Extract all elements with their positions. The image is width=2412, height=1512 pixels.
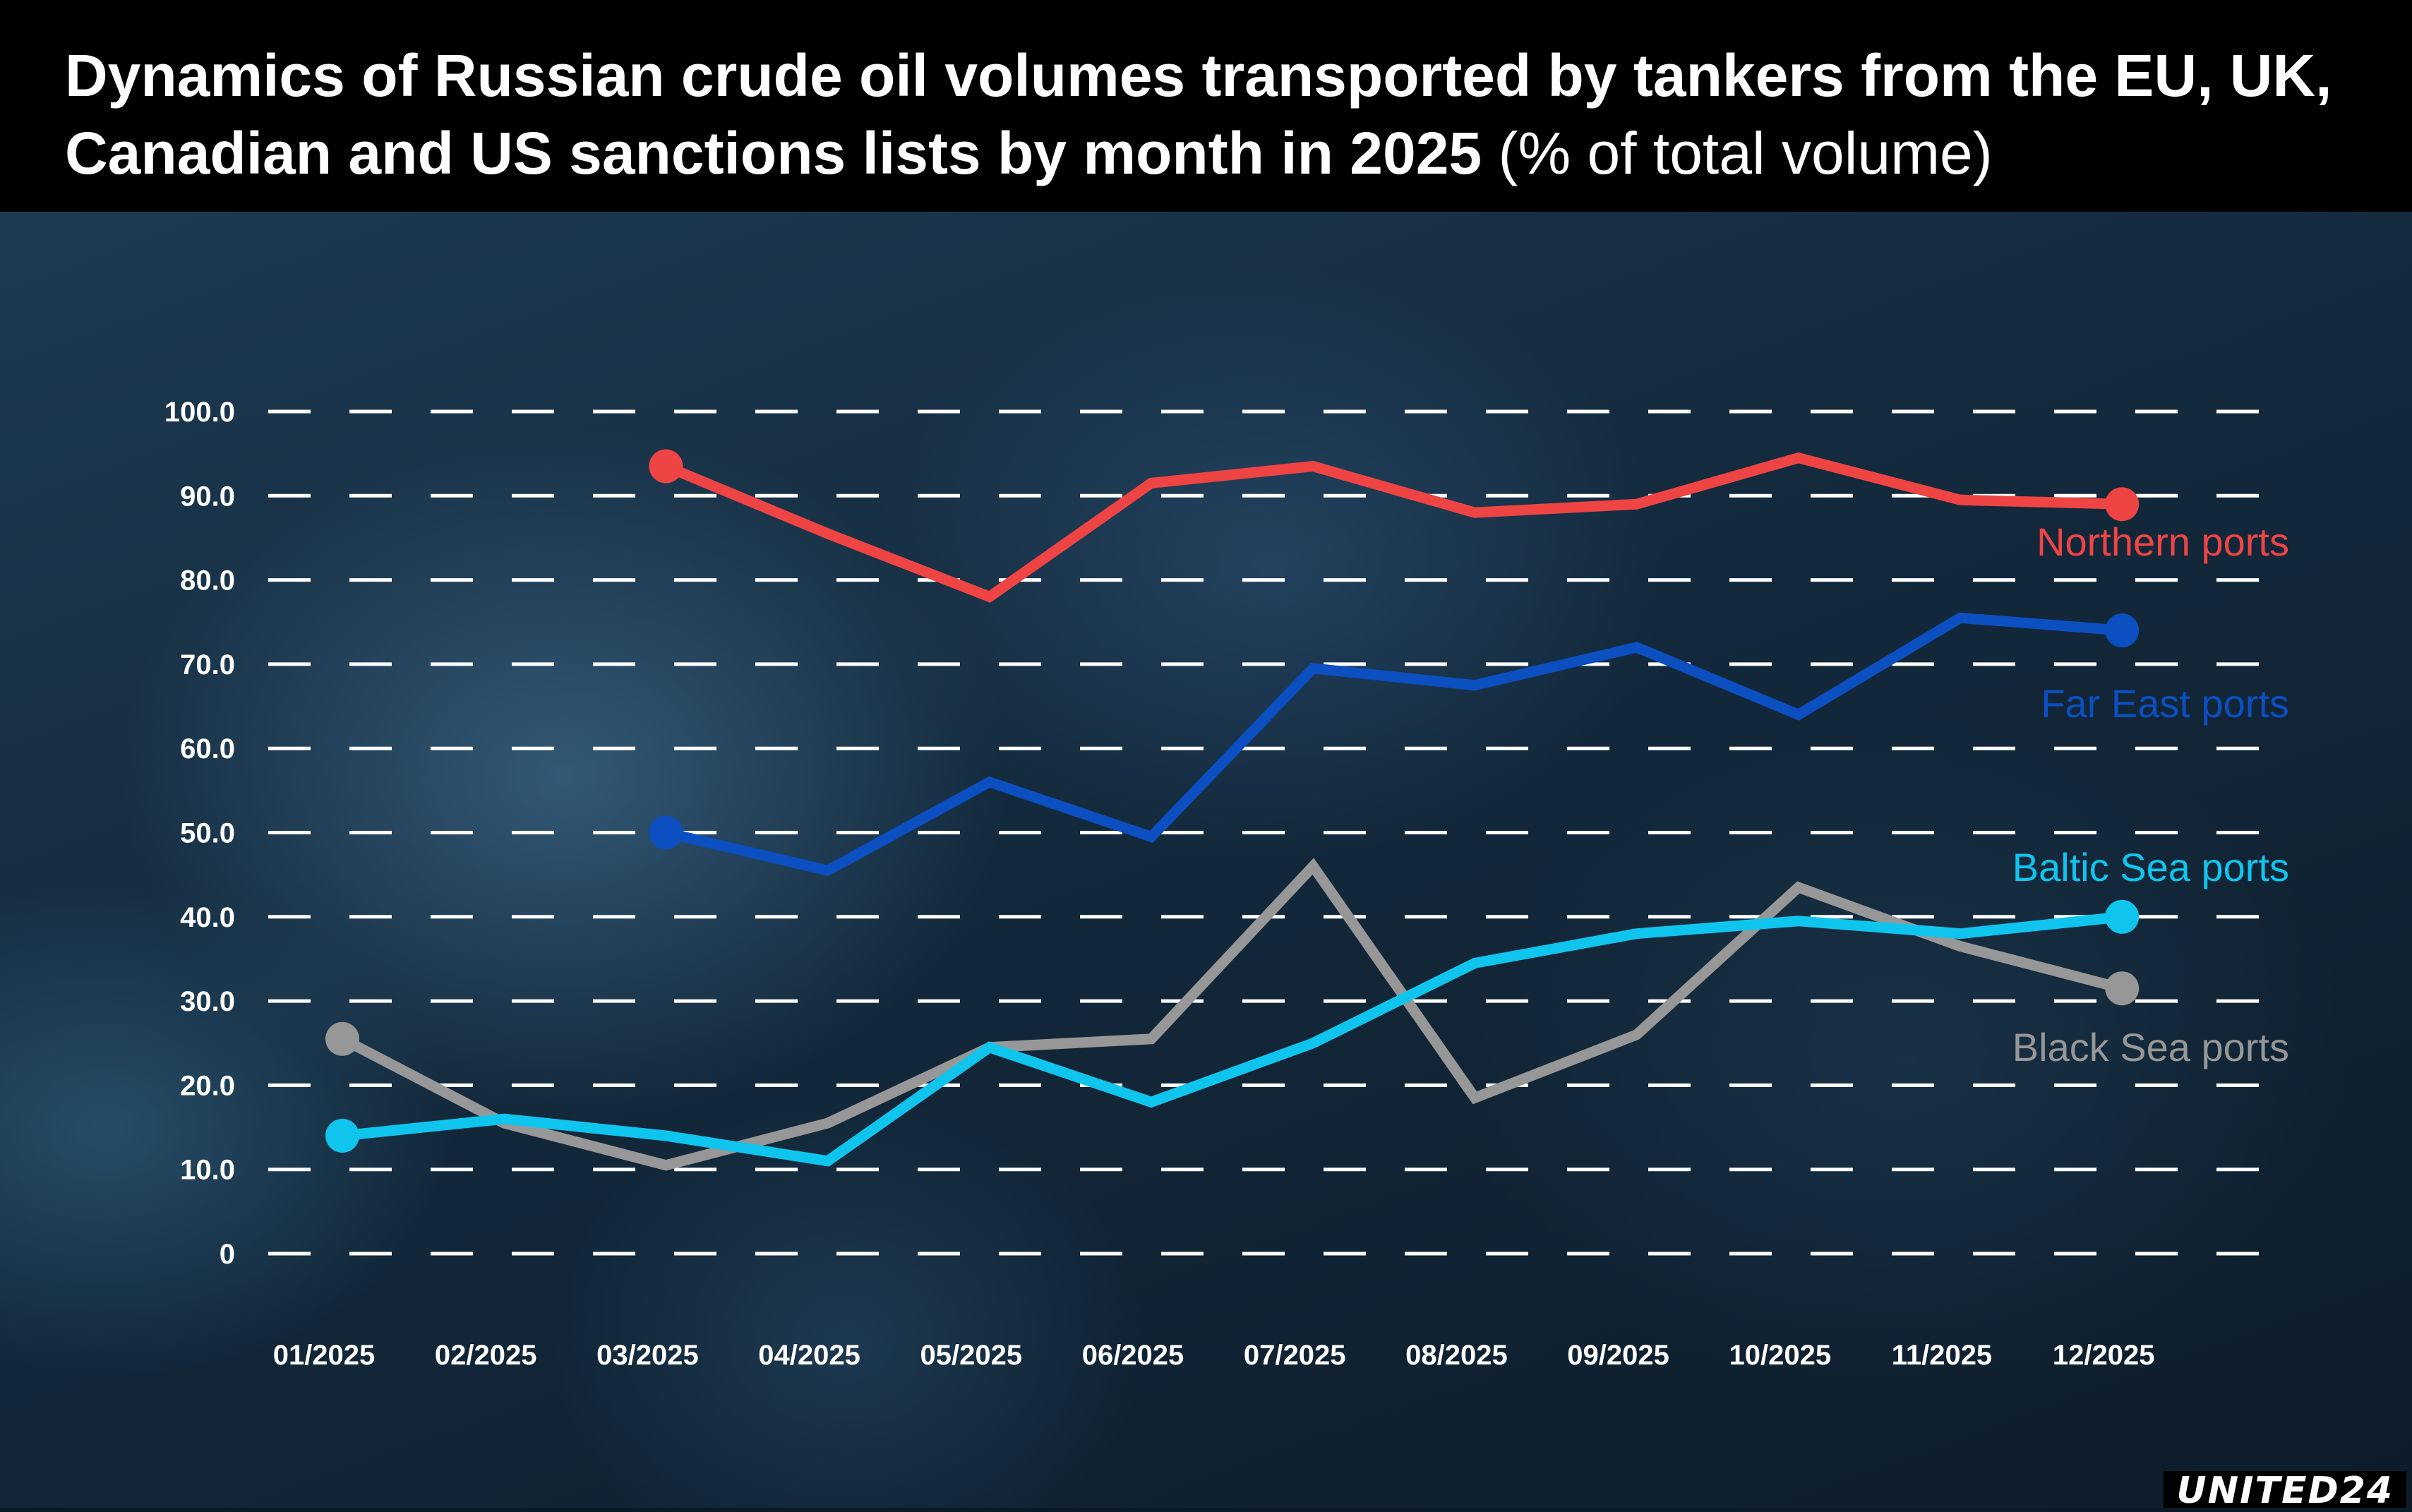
y-tick-label: 20.0 — [180, 1070, 235, 1101]
y-tick-label: 60.0 — [180, 733, 235, 764]
series-end-point — [2105, 487, 2140, 522]
x-tick-label: 12/2025 — [2053, 1340, 2155, 1371]
y-tick-label: 50.0 — [180, 818, 235, 849]
series-line — [664, 452, 2123, 603]
y-tick-label: 10.0 — [180, 1155, 235, 1186]
series-label: Baltic Sea ports — [2012, 845, 2289, 889]
series-start-point — [325, 1021, 359, 1056]
y-tick-label: 70.0 — [180, 649, 235, 680]
series-end-point — [2105, 971, 2140, 1006]
y-tick-label: 0 — [220, 1239, 235, 1270]
x-tick-label: 05/2025 — [920, 1340, 1023, 1371]
background — [0, 212, 2412, 1508]
x-tick-label: 02/2025 — [435, 1340, 537, 1371]
y-tick-label: 30.0 — [180, 986, 235, 1017]
chart-title: Dynamics of Russian crude oil volumes tr… — [65, 37, 2366, 192]
x-tick-label: 08/2025 — [1405, 1340, 1508, 1371]
x-tick-label: 10/2025 — [1729, 1340, 1832, 1371]
series-line — [664, 612, 2123, 877]
series-line — [342, 911, 2123, 1167]
series-start-point — [325, 1118, 359, 1153]
series-label: Northern ports — [2036, 520, 2289, 564]
x-tick-label: 04/2025 — [758, 1340, 860, 1371]
title-unit: (% of total volume) — [1498, 120, 1993, 186]
x-tick-label: 01/2025 — [273, 1340, 376, 1371]
x-tick-label: 03/2025 — [596, 1340, 699, 1371]
title-bar: Dynamics of Russian crude oil volumes tr… — [0, 0, 2412, 212]
title-main: Dynamics of Russian crude oil volumes tr… — [65, 42, 2332, 186]
united24-logo: UNITED24 — [2164, 1471, 2406, 1511]
series-label: Black Sea ports — [2012, 1025, 2289, 1069]
y-tick-label: 100.0 — [164, 397, 235, 428]
series-end-point — [2105, 613, 2140, 648]
y-tick-label: 80.0 — [180, 565, 235, 596]
x-tick-label: 07/2025 — [1244, 1340, 1346, 1371]
series-start-point — [649, 815, 683, 850]
series-label: Far East ports — [2041, 681, 2289, 726]
y-tick-label: 90.0 — [180, 481, 235, 512]
x-tick-label: 06/2025 — [1082, 1340, 1184, 1371]
x-tick-label: 09/2025 — [1567, 1340, 1669, 1371]
series-line — [340, 858, 2124, 1171]
series-end-point — [2105, 899, 2140, 934]
series-start-point — [649, 449, 683, 484]
y-tick-label: 40.0 — [180, 902, 235, 933]
x-tick-label: 11/2025 — [1892, 1340, 1992, 1371]
